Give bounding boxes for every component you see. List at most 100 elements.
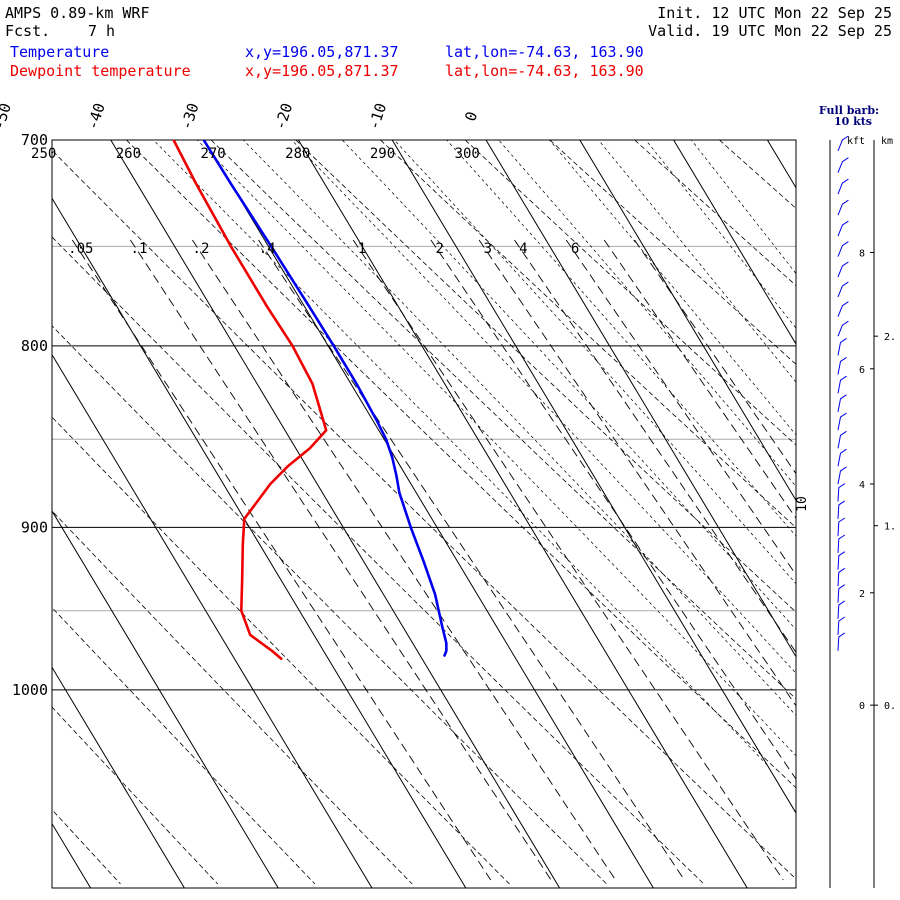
- wind-barb: [837, 135, 849, 152]
- dry-adiabat-line: [52, 809, 121, 885]
- wind-barb: [837, 375, 847, 394]
- wind-barb: [837, 320, 849, 337]
- temperature-profile: [202, 140, 448, 657]
- isotherm-line: [52, 510, 279, 888]
- mixing-ratio-label: .4: [259, 241, 276, 257]
- moist-adiabat-line: [548, 140, 796, 436]
- temperature-tick-label: -50: [0, 101, 15, 132]
- wind-barb: [837, 632, 846, 651]
- wind-barb: [837, 616, 846, 635]
- moist-adiabat-line: [446, 140, 796, 537]
- pressure-tick-label: 900: [21, 518, 48, 536]
- isotherm-line: [110, 140, 561, 888]
- moist-adiabat-line: [196, 140, 796, 757]
- isotherm-line: [204, 140, 654, 888]
- mixing-ratio-line: [514, 239, 796, 654]
- init-time: Init. 12 UTC Mon 22 Sep 25: [657, 4, 892, 22]
- temperature-tick-label: -10: [365, 101, 390, 132]
- moist-adiabat-line: [598, 140, 796, 383]
- kft-tick-label: 8: [859, 249, 865, 260]
- dewpoint-legend-label: Dewpoint temperature: [10, 62, 191, 80]
- isotherm-line: [391, 140, 796, 814]
- isotherm-line: [297, 140, 748, 888]
- isotherm-line: [766, 140, 796, 189]
- isotherm-line: [52, 197, 467, 888]
- wind-barb: [837, 412, 847, 431]
- mixing-ratio-label: 6: [571, 241, 579, 257]
- isotherm-line: [485, 140, 796, 658]
- wind-barb: [837, 220, 849, 237]
- wind-barb: [837, 466, 847, 485]
- wind-barb: [837, 567, 846, 587]
- pressure-tick-label: 800: [21, 337, 48, 355]
- mixing-ratio-label: .2: [193, 241, 210, 257]
- wind-barb: [837, 337, 847, 356]
- dry-adiabat-line: [634, 140, 796, 286]
- dewpoint-xy: x,y=196.05,871.37: [245, 62, 399, 80]
- wind-barb: [837, 448, 847, 467]
- moist-adiabat-line: [393, 140, 796, 585]
- moist-adiabat-line: [153, 140, 768, 766]
- wind-barb: [837, 301, 849, 317]
- wind-barb: [837, 394, 847, 412]
- pressure-tick-label: 1000: [12, 681, 48, 699]
- valid-time: Valid. 19 UTC Mon 22 Sep 25: [648, 22, 892, 40]
- mixing-ratio-line: [478, 239, 796, 707]
- temperature-tick-label: -30: [177, 101, 202, 132]
- mixing-ratio-line: [352, 239, 784, 881]
- wind-barb: [837, 534, 846, 553]
- dewpoint-profile: [172, 140, 328, 660]
- moist-adiabat-line: [291, 140, 796, 674]
- dry-adiabat-line: [464, 140, 796, 446]
- wind-barb: [837, 600, 846, 619]
- moist-adiabat-line: [498, 140, 796, 487]
- isotherm-line: [861, 140, 900, 888]
- dry-adiabat-line: [210, 140, 796, 700]
- dry-adiabat-line: [889, 140, 900, 884]
- km-tick-label: 0.: [884, 701, 896, 712]
- kft-tick-label: 2: [859, 589, 865, 600]
- theta-label: 250: [31, 146, 56, 162]
- dry-adiabat-line: [380, 140, 796, 529]
- dry-adiabat-line: [295, 140, 796, 613]
- mixing-ratio-label: 1: [358, 241, 366, 257]
- wind-barb: [837, 584, 846, 603]
- wind-barb: [837, 356, 847, 375]
- mixing-ratio-label: 2: [436, 241, 444, 257]
- temperature-xy: x,y=196.05,871.37: [245, 43, 399, 61]
- isotherm-line: [52, 666, 185, 888]
- wind-barb: [837, 241, 849, 257]
- dry-adiabat-line: [52, 706, 219, 885]
- isotherm-line: [579, 140, 796, 502]
- forecast-value: 7 h: [88, 22, 116, 40]
- mixing-ratio-line: [130, 239, 552, 881]
- kft-tick-label: 0: [859, 701, 865, 712]
- pressure-tick-label: 700: [21, 131, 48, 149]
- dry-adiabat-line: [804, 140, 900, 884]
- dewpoint-latlon: lat,lon=-74.63, 163.90: [445, 62, 644, 80]
- wind-barb: [837, 157, 849, 173]
- model-title: AMPS 0.89-km WRF: [5, 4, 150, 22]
- wind-barb: [837, 178, 849, 195]
- forecast-label: Fcst.: [5, 22, 51, 40]
- theta-label: 300: [455, 146, 480, 162]
- mixing-ratio-label: .05: [68, 241, 93, 257]
- km-label: km: [881, 136, 893, 147]
- moist-adiabat-line: [690, 140, 796, 275]
- kft-label: kft: [847, 136, 865, 147]
- moist-adiabat-line: [645, 140, 796, 329]
- full-barb-title: Full barb:: [819, 104, 879, 117]
- theta-label: 290: [370, 146, 395, 162]
- isotherm-line: [673, 140, 796, 345]
- wind-barb: [837, 430, 847, 449]
- mixing-ratio-line: [258, 239, 685, 881]
- temperature-legend-label: Temperature: [10, 43, 110, 61]
- theta-label: 270: [200, 146, 225, 162]
- mixing-ratio-line: [634, 239, 796, 475]
- dry-adiabat-line: [52, 149, 796, 880]
- theta-label: 280: [285, 146, 310, 162]
- theta-label: 260: [116, 146, 141, 162]
- wind-barb: [837, 261, 849, 278]
- wind-barb: [837, 281, 849, 298]
